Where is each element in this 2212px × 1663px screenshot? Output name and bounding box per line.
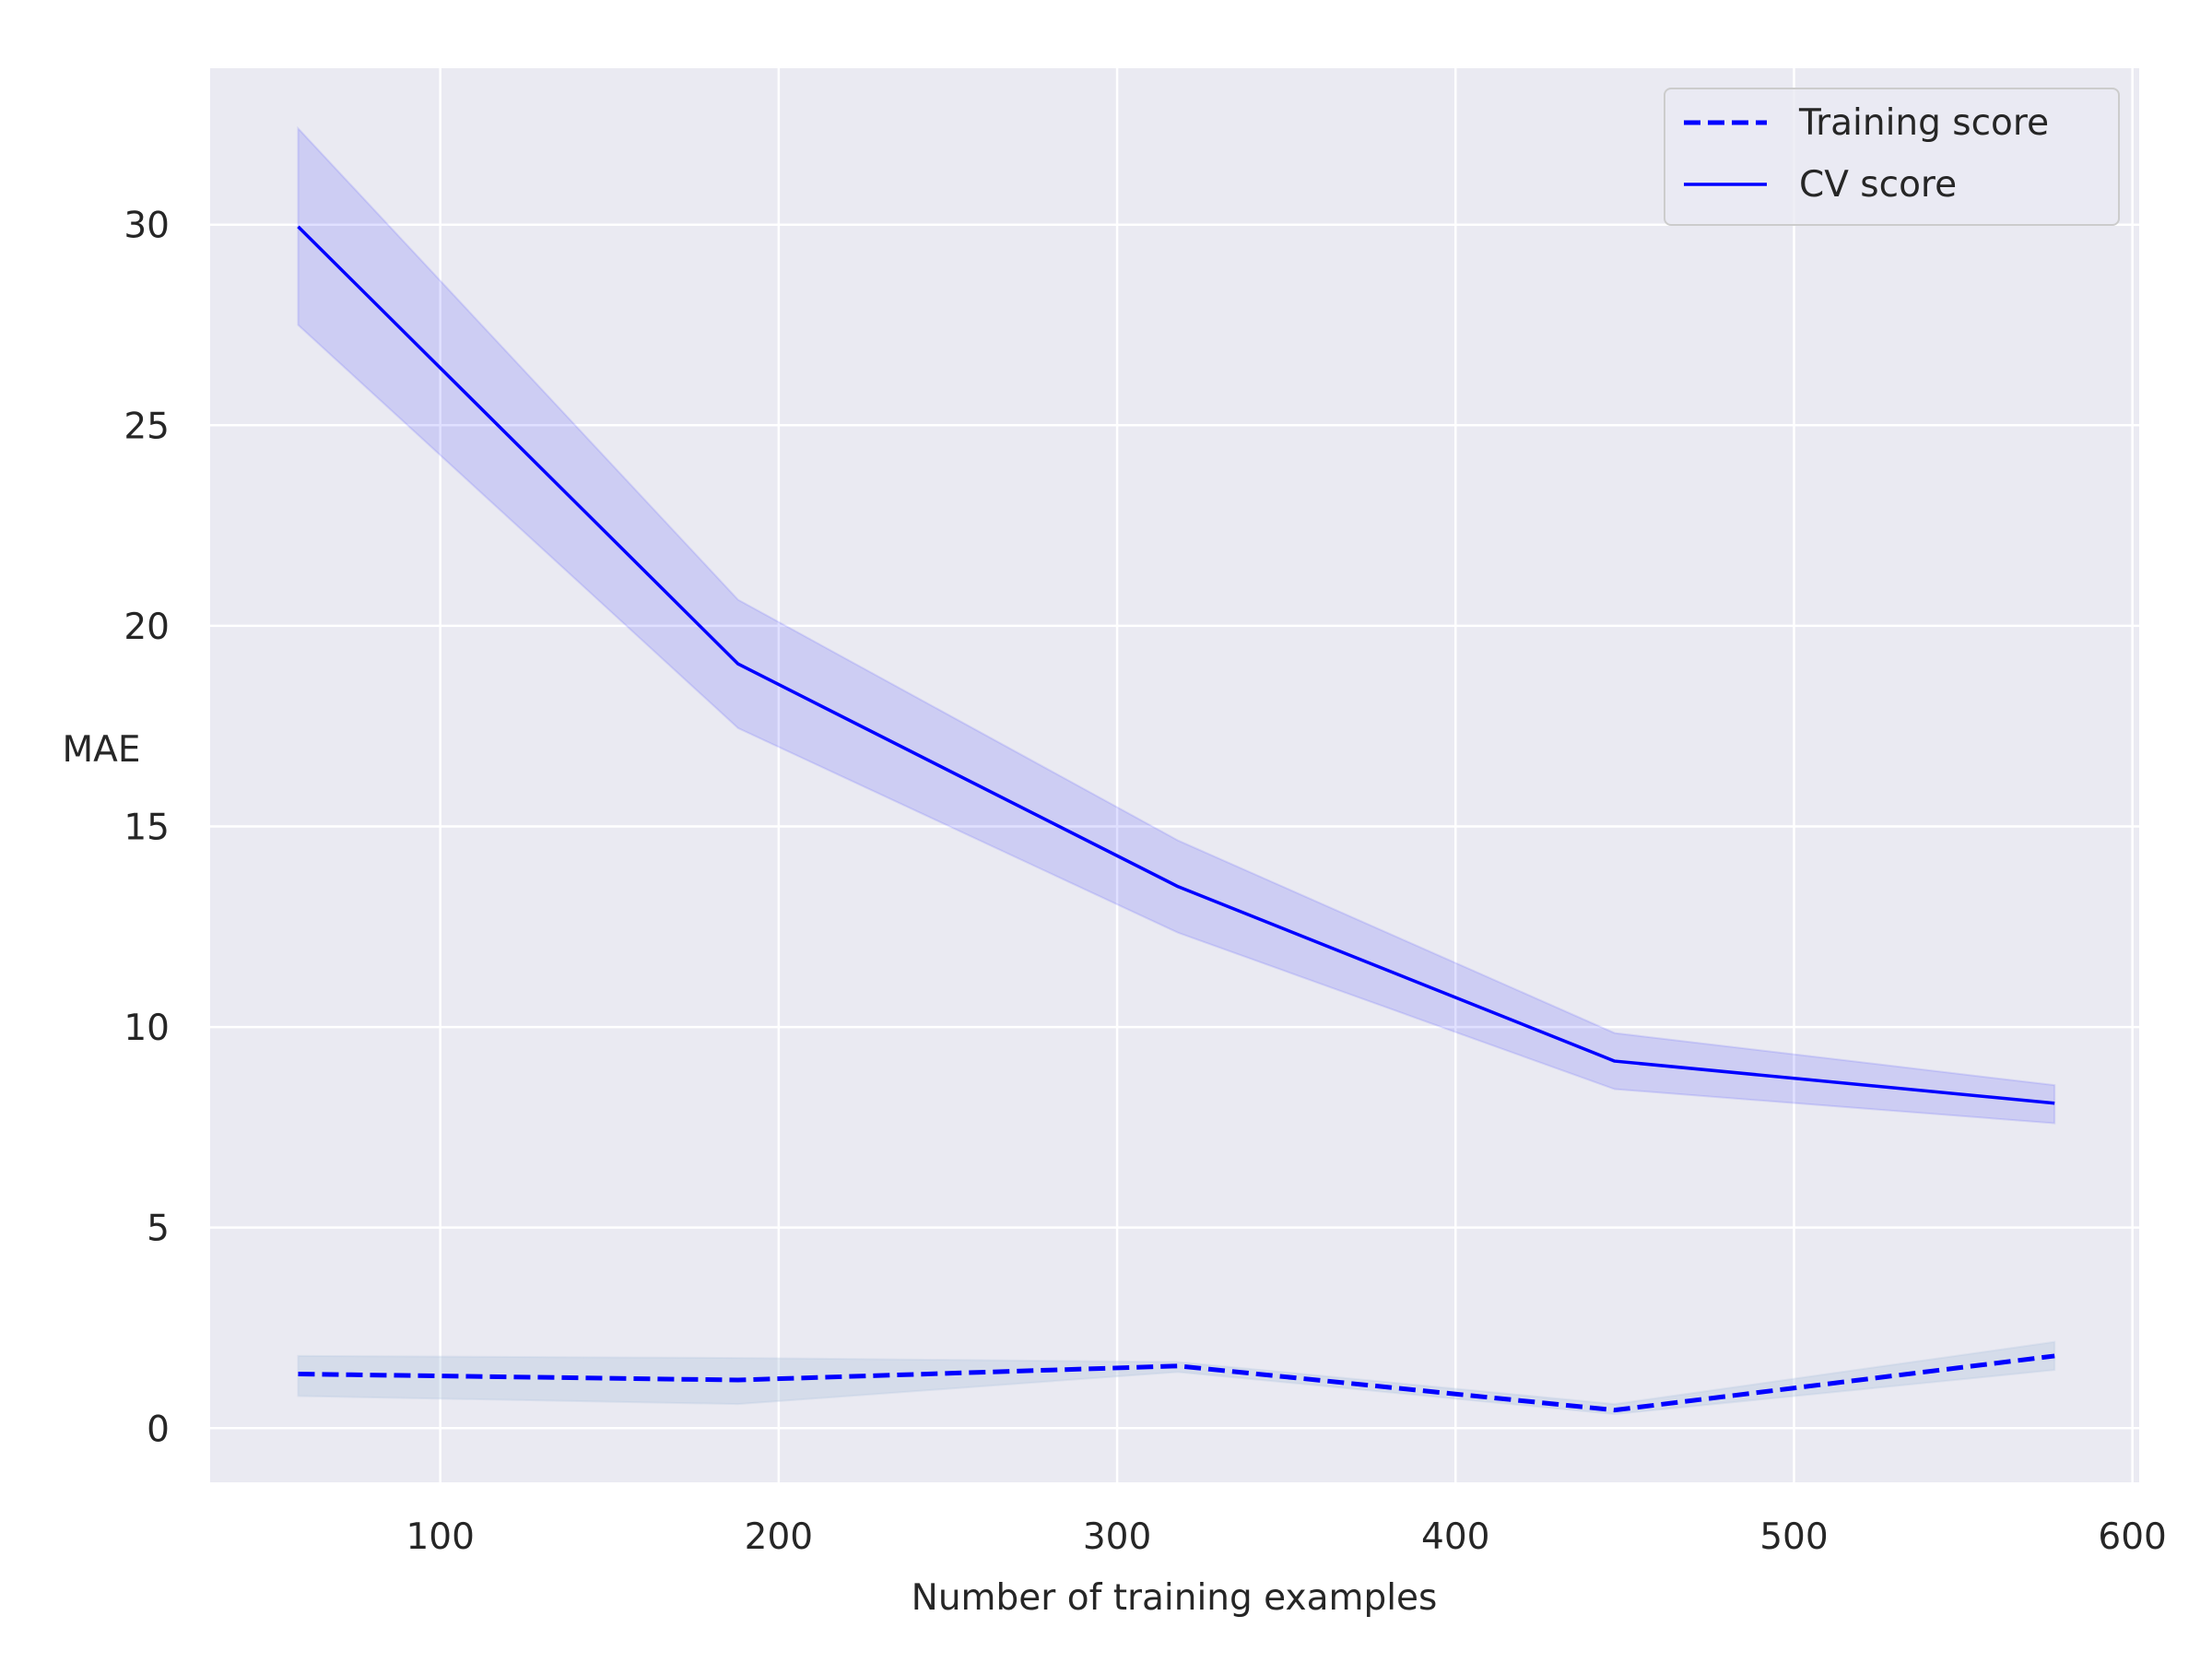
y-tick-label: 20 (124, 607, 170, 648)
legend: Training score CV score (1665, 88, 2119, 225)
legend-training-label: Training score (1798, 102, 2049, 144)
x-tick-label: 500 (1759, 1516, 1828, 1558)
x-axis-label: Number of training examples (912, 1577, 1438, 1619)
x-tick-label: 400 (1421, 1516, 1489, 1558)
x-tick-label: 200 (745, 1516, 813, 1558)
y-tick-label: 30 (124, 206, 170, 247)
y-tick-label: 15 (124, 807, 170, 848)
y-tick-label: 25 (124, 406, 170, 447)
y-tick-labels: 0 5 10 15 20 25 30 (124, 206, 170, 1451)
y-tick-label: 0 (147, 1409, 170, 1450)
x-tick-label: 600 (2098, 1516, 2166, 1558)
y-tick-label: 5 (147, 1209, 170, 1250)
x-tick-labels: 100 200 300 400 500 600 (406, 1516, 2166, 1558)
legend-cv-label: CV score (1799, 164, 1957, 206)
y-tick-label: 10 (124, 1008, 170, 1049)
plot-background (210, 68, 2139, 1482)
y-axis-label: MAE (63, 729, 141, 771)
x-tick-label: 100 (406, 1516, 474, 1558)
x-tick-label: 300 (1083, 1516, 1151, 1558)
